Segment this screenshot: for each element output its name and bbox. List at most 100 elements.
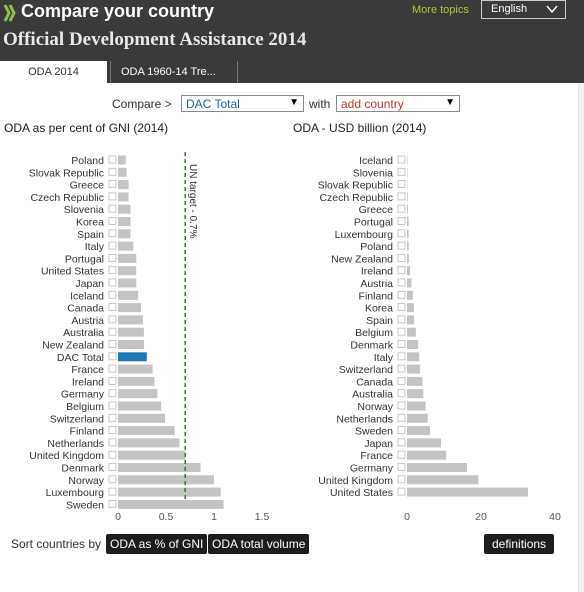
un-target-label: UN target - 0.7% <box>187 164 198 239</box>
usd-category-label: Slovak Republic <box>318 180 393 192</box>
tab-oda-trend[interactable]: ODA 1960-14 Tre... <box>110 61 238 83</box>
gni-row-checkbox <box>108 254 117 262</box>
usd-category-label: Belgium <box>355 327 393 339</box>
compare-select-value: DAC Total <box>186 97 240 111</box>
gni-x-tick-label: 0 <box>115 511 121 523</box>
usd-bar <box>407 241 409 251</box>
gni-bar <box>118 364 153 374</box>
usd-row-checkbox <box>397 475 406 484</box>
usd-row-checkbox <box>397 389 406 398</box>
gni-category-label: Switzerland <box>50 413 104 425</box>
gni-row-checkbox <box>108 303 117 312</box>
sort-by-pct-button[interactable]: ODA as % of GNI <box>106 534 208 554</box>
usd-row-checkbox <box>397 340 406 348</box>
usd-row-checkbox <box>397 401 406 410</box>
gni-row-checkbox <box>108 413 117 422</box>
gni-bar <box>118 253 137 263</box>
dropdown-arrow-icon: ▼ <box>289 97 299 108</box>
usd-category-label: United States <box>330 487 393 499</box>
gni-category-label: Spain <box>77 229 104 241</box>
usd-row-checkbox <box>397 315 406 324</box>
gni-bar <box>118 266 137 276</box>
gni-bar <box>118 450 186 460</box>
gni-x-tick-label: 1.5 <box>255 511 270 523</box>
usd-row-checkbox <box>397 266 406 275</box>
language-select[interactable]: English <box>481 0 566 19</box>
usd-row-checkbox <box>397 155 406 164</box>
usd-row-checkbox <box>397 217 406 225</box>
gni-bar <box>118 241 134 251</box>
usd-bar <box>407 303 415 313</box>
gni-bar <box>118 475 214 485</box>
gni-row-checkbox <box>108 340 117 348</box>
gni-bar <box>118 389 158 399</box>
usd-row-checkbox <box>397 167 406 176</box>
gni-category-label: Czech Republic <box>30 192 104 204</box>
compare-row: Compare > DAC Total ▼ with add country ▼ <box>0 95 584 115</box>
usd-x-tick-label: 0 <box>404 511 410 523</box>
usd-bar <box>407 278 412 288</box>
gni-row-checkbox <box>108 352 117 361</box>
usd-bar <box>407 167 408 177</box>
usd-category-label: Denmark <box>350 340 393 352</box>
tab-oda-2014[interactable]: ODA 2014 <box>0 61 107 83</box>
gni-category-label: Iceland <box>70 290 104 302</box>
usd-category-label: Poland <box>360 241 393 253</box>
usd-bar <box>407 340 419 349</box>
gni-category-label: Slovenia <box>64 204 104 216</box>
chart-title-usd: ODA - USD billion (2014) <box>293 121 427 135</box>
gni-bar <box>118 290 139 300</box>
usd-row-checkbox <box>397 290 406 299</box>
usd-bar <box>407 487 528 497</box>
gni-category-label: Italy <box>85 241 105 253</box>
page-title: Official Development Assistance 2014 <box>3 29 307 50</box>
gni-bar <box>118 217 131 226</box>
usd-row-checkbox <box>397 364 406 373</box>
chart-title-gni: ODA as per cent of GNI (2014) <box>4 121 169 135</box>
gni-category-label: Belgium <box>66 401 104 413</box>
usd-bar <box>407 327 416 337</box>
compare-select[interactable]: DAC Total ▼ <box>181 95 304 112</box>
usd-bar <box>407 217 409 226</box>
gni-category-label: Australia <box>63 327 104 339</box>
gni-row-checkbox <box>108 499 117 508</box>
gni-row-checkbox <box>108 229 117 238</box>
oecd-logo-icon[interactable] <box>3 3 17 23</box>
usd-category-label: Italy <box>374 352 394 364</box>
usd-bar <box>407 463 467 472</box>
gni-bar <box>118 278 137 288</box>
definitions-button[interactable]: definitions <box>484 534 555 554</box>
more-topics-link[interactable]: More topics <box>412 4 469 16</box>
gni-row-checkbox <box>108 426 117 435</box>
gni-bar <box>118 155 126 165</box>
usd-category-label: Norway <box>357 401 393 413</box>
gni-row-checkbox <box>108 401 117 410</box>
app-title: Compare your country <box>21 1 215 21</box>
gni-row-checkbox <box>108 487 117 496</box>
usd-bar <box>407 266 410 276</box>
usd-category-label: United Kingdom <box>318 475 393 487</box>
usd-category-label: Japan <box>364 438 393 450</box>
gni-category-label: Portugal <box>65 253 104 265</box>
usd-bar <box>407 426 430 436</box>
gni-category-label: DAC Total <box>57 352 104 364</box>
usd-category-label: Germany <box>350 463 394 475</box>
usd-bar <box>407 475 479 485</box>
gni-bar <box>118 438 180 448</box>
gni-x-tick-label: 1 <box>211 511 217 523</box>
gni-row-checkbox <box>108 463 117 471</box>
gni-category-label: Slovak Republic <box>29 167 104 179</box>
usd-bar <box>407 450 447 460</box>
usd-bar <box>407 413 428 423</box>
gni-row-checkbox <box>108 438 117 447</box>
gni-row-checkbox <box>108 266 117 275</box>
gni-row-checkbox <box>108 167 117 176</box>
gni-category-label: Poland <box>71 155 104 167</box>
add-country-select[interactable]: add country ▼ <box>336 95 460 112</box>
add-country-value: add country <box>341 97 404 111</box>
usd-category-label: Finland <box>359 290 394 302</box>
gni-row-checkbox <box>108 180 117 188</box>
scrollbar[interactable] <box>578 83 584 592</box>
usd-bar <box>407 204 408 214</box>
sort-by-volume-button[interactable]: ODA total volume <box>208 534 310 554</box>
